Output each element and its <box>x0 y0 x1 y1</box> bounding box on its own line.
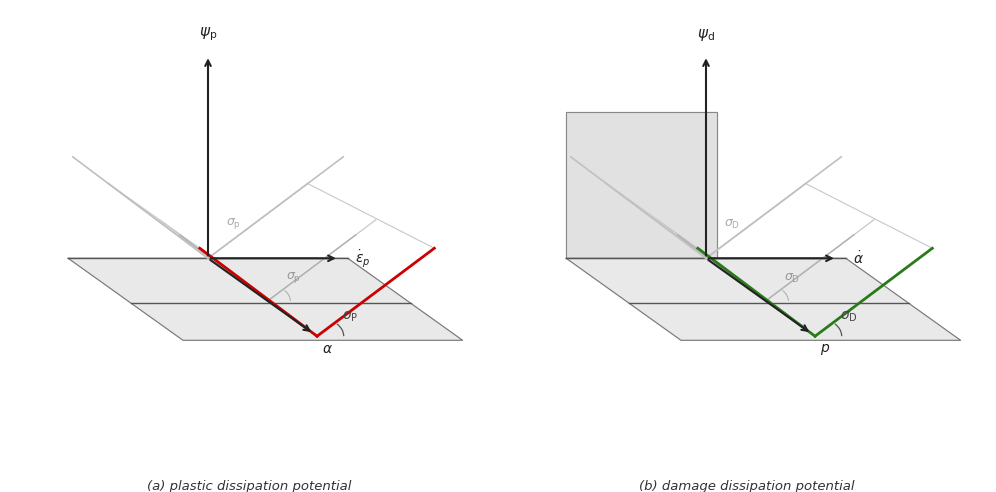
Polygon shape <box>68 258 462 340</box>
Text: $p$: $p$ <box>820 342 830 357</box>
Text: $\sigma_\mathrm{D}$: $\sigma_\mathrm{D}$ <box>724 218 740 231</box>
Text: $\dot{\varepsilon}_p$: $\dot{\varepsilon}_p$ <box>356 248 371 269</box>
Polygon shape <box>566 258 960 340</box>
Text: $\sigma_\mathrm{p}$: $\sigma_\mathrm{p}$ <box>226 216 241 231</box>
Polygon shape <box>566 112 717 258</box>
Text: (b) damage dissipation potential: (b) damage dissipation potential <box>639 480 855 492</box>
Text: $\psi_\mathrm{d}$: $\psi_\mathrm{d}$ <box>697 27 715 43</box>
Text: $\psi_\mathrm{p}$: $\psi_\mathrm{p}$ <box>199 26 217 43</box>
Text: $\dot{\alpha}$: $\dot{\alpha}$ <box>854 250 865 267</box>
Text: $\sigma_\mathrm{D}$: $\sigma_\mathrm{D}$ <box>840 309 858 324</box>
Text: $\sigma_\mathrm{p}$: $\sigma_\mathrm{p}$ <box>286 270 301 285</box>
Text: $\sigma_\mathrm{D}$: $\sigma_\mathrm{D}$ <box>784 272 800 285</box>
Text: (a) plastic dissipation potential: (a) plastic dissipation potential <box>146 480 352 492</box>
Text: $\sigma_\mathrm{P}$: $\sigma_\mathrm{P}$ <box>342 309 359 324</box>
Text: $\alpha$: $\alpha$ <box>322 342 333 356</box>
